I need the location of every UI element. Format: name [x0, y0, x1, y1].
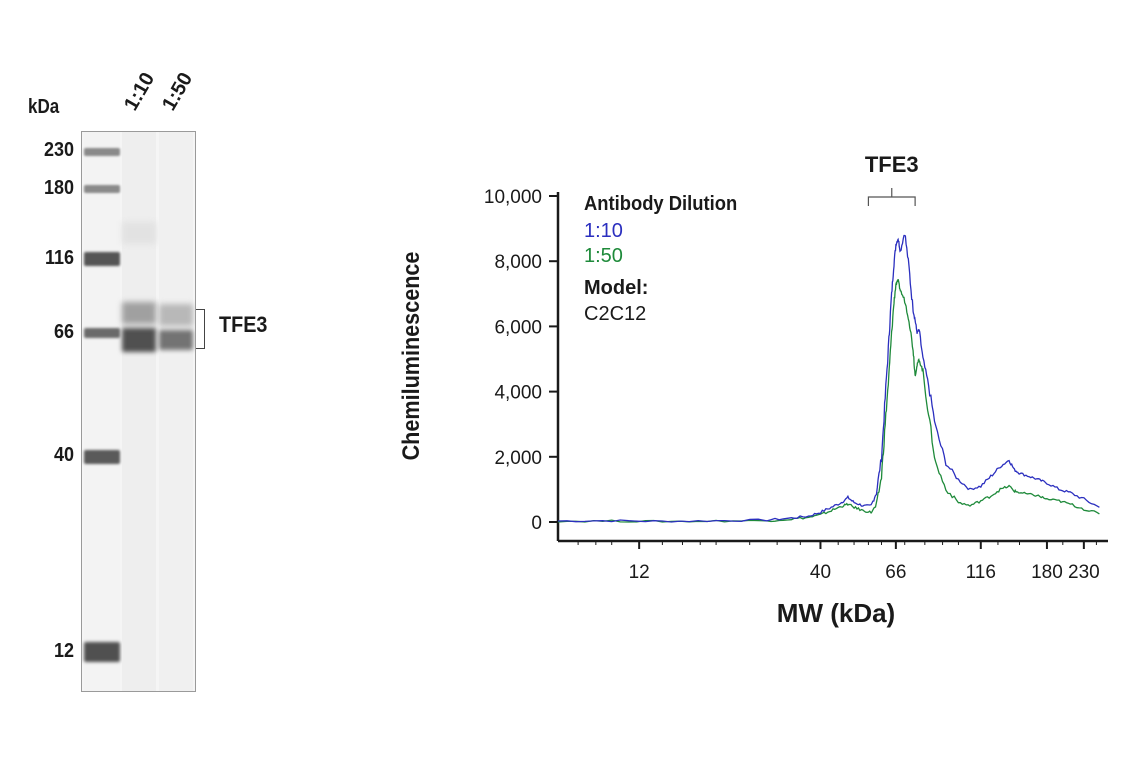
legend-entry-1-10: 1:10	[584, 220, 623, 242]
series-line-1-10	[557, 234, 1100, 523]
x-tick-label: 12	[629, 562, 650, 583]
y-axis-title: Chemiluminescence	[397, 252, 424, 461]
ladder-band-230	[84, 148, 120, 156]
ladder-band-66	[84, 328, 120, 338]
tfe3-blot-bracket	[196, 309, 205, 349]
x-tick-label: 40	[810, 562, 831, 583]
sample-lane-1-10-smear	[122, 222, 156, 244]
chart-axes	[556, 192, 1108, 543]
x-ticks: 12 40 66 116 180 230	[577, 541, 1100, 583]
x-tick-label: 66	[885, 562, 906, 583]
tfe3-peak-bracket	[867, 188, 916, 206]
y-tick-label: 8,000	[494, 252, 542, 273]
marker-label-180: 180	[43, 177, 74, 199]
series-line-1-50	[557, 279, 1100, 523]
ladder-band-40	[84, 450, 120, 464]
y-tick-label: 0	[531, 513, 542, 534]
legend: Antibody Dilution 1:10 1:50 Model: C2C12	[584, 193, 737, 325]
y-ticks: 0 2,000 4,000 6,000 8,000 10,000	[484, 187, 558, 534]
tfe3-peak-annotation: TFE3	[865, 152, 919, 206]
marker-label-12: 12	[53, 640, 74, 662]
sample-lane-1-10-main-band	[122, 328, 156, 352]
kda-unit-label: kDa	[28, 96, 60, 118]
legend-entry-1-50: 1:50	[584, 245, 623, 267]
y-tick-label: 2,000	[494, 448, 542, 469]
legend-model-value: C2C12	[584, 303, 646, 325]
x-axis-title: MW (kDa)	[777, 598, 895, 628]
tfe3-peak-label: TFE3	[865, 152, 919, 177]
simulated-western-blot: kDa 1:10 1:50 230 180 116 66 40 12 TFE3	[0, 0, 330, 768]
legend-title: Antibody Dilution	[584, 193, 737, 215]
x-tick-label: 180	[1031, 562, 1063, 583]
marker-label-40: 40	[53, 444, 74, 466]
gel-image	[81, 131, 196, 692]
sample-lane-1-50-upper-band	[159, 304, 193, 326]
y-tick-label: 4,000	[494, 383, 542, 404]
sample-lane-1-10-upper-band	[122, 302, 156, 324]
tfe3-blot-label: TFE3	[219, 312, 268, 337]
marker-label-116: 116	[44, 247, 74, 269]
ladder-band-180	[84, 185, 120, 193]
series-group	[557, 234, 1100, 523]
ladder-lane	[84, 132, 120, 691]
legend-model-label: Model:	[584, 277, 648, 299]
y-tick-label: 6,000	[494, 317, 542, 338]
y-tick-label: 10,000	[484, 187, 542, 208]
x-tick-label: 230	[1068, 562, 1100, 583]
sample-lane-1-10	[122, 132, 156, 691]
x-tick-label: 116	[966, 562, 996, 583]
ladder-band-12	[84, 642, 120, 662]
marker-label-66: 66	[53, 321, 74, 343]
sample-lane-1-50-main-band	[159, 330, 193, 350]
marker-label-230: 230	[43, 139, 74, 161]
ladder-band-116	[84, 252, 120, 266]
sample-lane-1-50	[159, 132, 193, 691]
